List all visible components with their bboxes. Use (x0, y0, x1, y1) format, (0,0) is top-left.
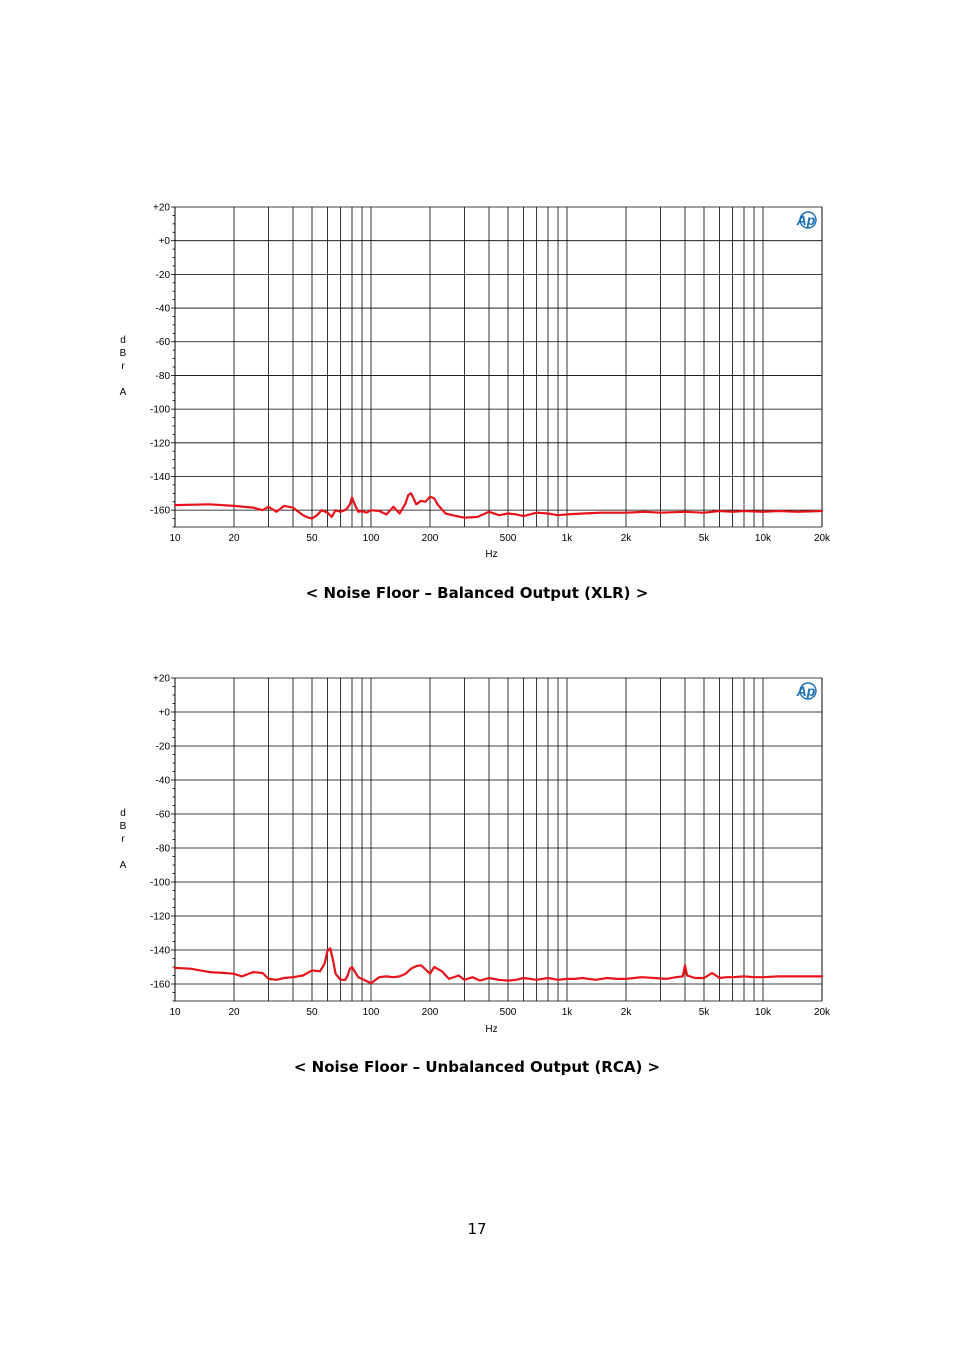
y-tick-label: -60 (156, 810, 171, 821)
x-tick-label: 10 (169, 1007, 181, 1018)
y-axis-label-char: B (120, 821, 127, 832)
x-tick-label: 200 (422, 1007, 439, 1018)
x-axis: 10 20 50 100 200 500 1k 2k 5k 10k 20k Hz (169, 533, 831, 560)
y-tick-label: -80 (156, 844, 171, 855)
y-tick-label: -120 (150, 438, 170, 449)
y-axis-label-char: d (120, 335, 126, 346)
y-tick-label: +0 (159, 236, 171, 247)
y-grid (175, 206, 822, 528)
ap-logo: Ap (796, 682, 817, 700)
y-grid (175, 677, 822, 1002)
ap-logo-ring (799, 211, 817, 229)
x-tick-label: 20 (228, 533, 240, 544)
y-tick-label: -20 (156, 742, 171, 753)
y-axis: +20 +0 -20 -40 -60 -80 -100 -120 -140 -160 (150, 203, 176, 528)
y-axis-label: dBr A (120, 808, 127, 871)
y-axis-label-char: A (120, 387, 127, 398)
chart-caption: < Noise Floor – Unbalanced Output (RCA) … (293, 1058, 661, 1076)
y-axis-label-char: B (120, 348, 127, 359)
x-tick-label: 100 (363, 533, 380, 544)
page-number: 17 (467, 1220, 487, 1238)
x-axis: 10 20 50 100 200 500 1k 2k 5k 10k 20k Hz (169, 1007, 831, 1035)
x-tick-label: 2k (621, 1007, 633, 1018)
y-tick-label: -100 (150, 878, 170, 889)
y-tick-label: +20 (153, 674, 170, 685)
x-tick-label: 5k (699, 533, 711, 544)
series-line (173, 947, 824, 985)
x-tick-label: 10k (755, 1007, 772, 1018)
x-tick-label: 5k (699, 1007, 711, 1018)
y-tick-label: -60 (156, 337, 171, 348)
x-tick-label: 500 (500, 533, 517, 544)
x-tick-label: 20k (814, 1007, 831, 1018)
x-grid (174, 678, 823, 1001)
y-tick-label: -80 (156, 371, 171, 382)
y-tick-label: -100 (150, 405, 170, 416)
x-tick-label: 200 (422, 533, 439, 544)
x-grid (174, 207, 823, 527)
x-tick-label: 100 (363, 1007, 380, 1018)
x-tick-label: 500 (500, 1007, 517, 1018)
ap-logo-text: Ap (796, 683, 816, 699)
x-tick-label: 20 (228, 1007, 240, 1018)
x-tick-label: 10k (755, 533, 772, 544)
y-axis-label-char: A (120, 860, 127, 871)
y-tick-label: -40 (156, 304, 171, 315)
x-axis-label: Hz (485, 549, 497, 560)
y-tick-label: -20 (156, 270, 171, 281)
y-tick-label: +0 (159, 708, 171, 719)
ap-logo-text: Ap (796, 212, 816, 228)
ap-logo-ring (799, 682, 817, 700)
y-tick-label: -120 (150, 912, 170, 923)
y-tick-label: -140 (150, 472, 170, 483)
x-tick-label: 50 (306, 533, 318, 544)
series-line (173, 492, 824, 520)
y-axis: +20 +0 -20 -40 -60 -80 -100 -120 -140 -160 (150, 674, 176, 1002)
y-tick-label: -140 (150, 946, 170, 957)
y-axis-label-char: d (120, 808, 126, 819)
y-axis-label: dBr A (120, 335, 127, 398)
x-tick-label: 1k (562, 1007, 574, 1018)
x-tick-label: 50 (306, 1007, 318, 1018)
y-tick-label: -160 (150, 980, 170, 991)
y-tick-label: -160 (150, 506, 170, 517)
x-tick-label: 2k (621, 533, 633, 544)
y-axis-label-char: r (121, 834, 125, 845)
x-tick-label: 1k (562, 533, 574, 544)
chart-caption: < Noise Floor – Balanced Output (XLR) > (305, 584, 649, 602)
y-tick-label: +20 (153, 203, 170, 214)
x-tick-label: 10 (169, 533, 181, 544)
x-axis-label: Hz (485, 1024, 497, 1035)
chart-unbalanced: +20 +0 -20 -40 -60 -80 -100 -120 -140 -160 10 20 50 1… (120, 674, 831, 1077)
ap-logo: Ap (796, 211, 817, 229)
y-tick-label: -40 (156, 776, 171, 787)
x-tick-label: 20k (814, 533, 831, 544)
y-axis-label-char: r (121, 361, 125, 372)
chart-balanced: +20 +0 -20 -40 -60 -80 -100 -120 -140 -160 10 20 50 1… (0, 0, 954, 610)
